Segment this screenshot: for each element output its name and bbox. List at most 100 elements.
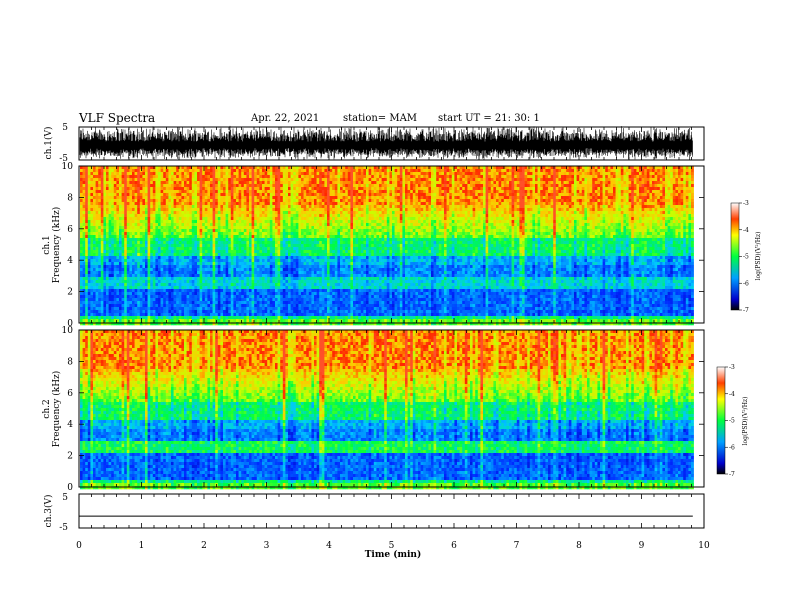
- ch1-spectrogram-cell: [524, 217, 528, 221]
- ch1-spectrogram-cell: [407, 169, 411, 173]
- ch1-spectrogram-cell: [217, 190, 221, 194]
- ch1-spectrogram-cell: [217, 223, 221, 227]
- ch1-spectrogram-cell: [519, 205, 523, 209]
- ch1-spectrogram-cell: [626, 190, 629, 194]
- ch1-spectrogram-cell: [493, 196, 497, 200]
- ch1-spectrogram-cell: [353, 208, 356, 212]
- ch1-spectrogram-cell: [277, 217, 281, 221]
- ch1-spectrogram-cell: [659, 178, 663, 182]
- ch1-spectrogram-cell: [353, 199, 356, 203]
- ch1-spectrogram-cell: [558, 169, 562, 173]
- ch1-spectrogram-cell: [95, 169, 99, 173]
- ch1-spectrogram-cell: [111, 196, 115, 200]
- ch1-spectrogram-cell: [256, 178, 260, 182]
- ch1-spectrogram-cell: [210, 184, 213, 188]
- ch1-spectrogram-cell: [652, 211, 655, 215]
- ch1-spectrogram-cell: [649, 166, 653, 170]
- ch1-spectrogram-cell: [405, 178, 408, 182]
- ch1-spectrogram-cell: [103, 223, 107, 227]
- ch1-spectrogram-cell: [178, 187, 182, 191]
- ch1-spectrogram-cell: [366, 169, 369, 173]
- ch1-spectrogram-cell: [451, 187, 455, 191]
- ch1-spectrogram-cell: [324, 196, 328, 200]
- ch1-spectrogram-cell: [490, 175, 494, 179]
- ch1-spectrogram-cell: [563, 166, 567, 170]
- ch1-spectrogram-cell: [683, 193, 687, 197]
- ch1-spectrogram-cell: [160, 214, 164, 218]
- ch1-spectrogram-cell: [587, 211, 590, 215]
- ch1-spectrogram-cell: [145, 196, 148, 200]
- ch1-spectrogram-cell: [280, 166, 284, 170]
- ch1-spectrogram-cell: [524, 205, 528, 209]
- ch1-spectrogram-cell: [454, 187, 458, 191]
- ch1-spectrogram-cell: [428, 196, 432, 200]
- ch1-spectrogram-cell: [345, 214, 349, 218]
- ch1-spectrogram-cell: [134, 211, 138, 215]
- ch1-spectrogram-cell: [589, 202, 593, 206]
- ch1-spectrogram-cell: [288, 196, 291, 200]
- ch1-spectrogram-cell: [155, 223, 159, 227]
- ch1-spectrogram-cell: [347, 184, 351, 188]
- ch1-spectrogram-cell: [548, 220, 551, 224]
- ch1-spectrogram-cell: [210, 205, 213, 209]
- ch1-spectrogram-cell: [150, 172, 154, 176]
- ch1-spectrogram-cell: [275, 208, 278, 212]
- ch1-spectrogram-cell: [662, 205, 666, 209]
- ch1-spectrogram-cell: [230, 214, 234, 218]
- ch1-spectrogram-cell: [212, 199, 216, 203]
- ch1-spectrogram-cell: [597, 187, 601, 191]
- ch1-spectrogram-cell: [285, 214, 289, 218]
- ch1-spectrogram-cell: [303, 223, 307, 227]
- ch1-spectrogram-cell: [217, 220, 221, 224]
- ch1-spectrogram-cell: [553, 202, 557, 206]
- ch1-spectrogram-cell: [298, 196, 302, 200]
- ch1-spectrogram-cell: [254, 172, 258, 176]
- ch1-spectrogram-cell: [90, 184, 94, 188]
- ch1-spectrogram-cell: [264, 172, 268, 176]
- ch1-spectrogram-cell: [600, 172, 603, 176]
- ch1-spectrogram-cell: [672, 169, 676, 173]
- ch1-spectrogram-cell: [587, 196, 590, 200]
- ch1-spectrogram-cell: [397, 202, 401, 206]
- ch1-spectrogram-cell: [306, 220, 310, 224]
- ch1-spectrogram-cell: [527, 211, 531, 215]
- ch1-spectrogram-cell: [207, 199, 211, 203]
- ch1-spectrogram-cell: [368, 208, 372, 212]
- ch1-spectrogram-cell: [163, 214, 167, 218]
- ch1-spectrogram-cell: [496, 187, 499, 191]
- ch1-spectrogram-cell: [124, 190, 128, 194]
- ch1-spectrogram-cell: [87, 217, 91, 221]
- ch1-spectrogram-cell: [332, 172, 336, 176]
- ch1-spectrogram-cell: [433, 184, 437, 188]
- ch1-spectrogram-cell: [371, 226, 375, 230]
- ch1-spectrogram-cell: [345, 220, 349, 224]
- ch1-spectrogram-cell: [592, 214, 596, 218]
- ch1-spectrogram-cell: [522, 199, 525, 203]
- ch1-spectrogram-cell: [230, 175, 234, 179]
- ch1-spectrogram-cell: [428, 187, 432, 191]
- ch1-spectrogram-cell: [392, 193, 395, 197]
- ch1-spectrogram-cell: [160, 181, 164, 185]
- ch1-spectrogram-cell: [438, 175, 442, 179]
- ch1-spectrogram-cell: [561, 217, 564, 221]
- ch1-spectrogram-cell: [555, 211, 559, 215]
- ch1-spectrogram-cell: [178, 172, 182, 176]
- ch1-spectrogram-cell: [688, 214, 692, 218]
- ch1-spectrogram-cell: [217, 226, 221, 230]
- ch1-spectrogram-cell: [592, 223, 596, 227]
- ch1-spectrogram-cell: [256, 181, 260, 185]
- ch1-spectrogram-cell: [272, 178, 276, 182]
- ch1-spectrogram-cell: [285, 205, 289, 209]
- ch1-spectrogram-cell: [600, 175, 603, 179]
- ch1-spectrogram-cell: [553, 184, 557, 188]
- ch1-spectrogram-cell: [571, 172, 575, 176]
- ch1-spectrogram-cell: [428, 172, 432, 176]
- ch1-spectrogram-cell: [373, 211, 377, 215]
- ch1-spectrogram-cell: [301, 190, 304, 194]
- ch1-spectrogram-cell: [503, 220, 507, 224]
- ch1-spectrogram-cell: [384, 205, 388, 209]
- ch1-spectrogram-cell: [516, 172, 520, 176]
- ch1-spectrogram-cell: [418, 187, 421, 191]
- ch1-spectrogram-cell: [212, 220, 216, 224]
- ch1-spectrogram-cell: [483, 199, 486, 203]
